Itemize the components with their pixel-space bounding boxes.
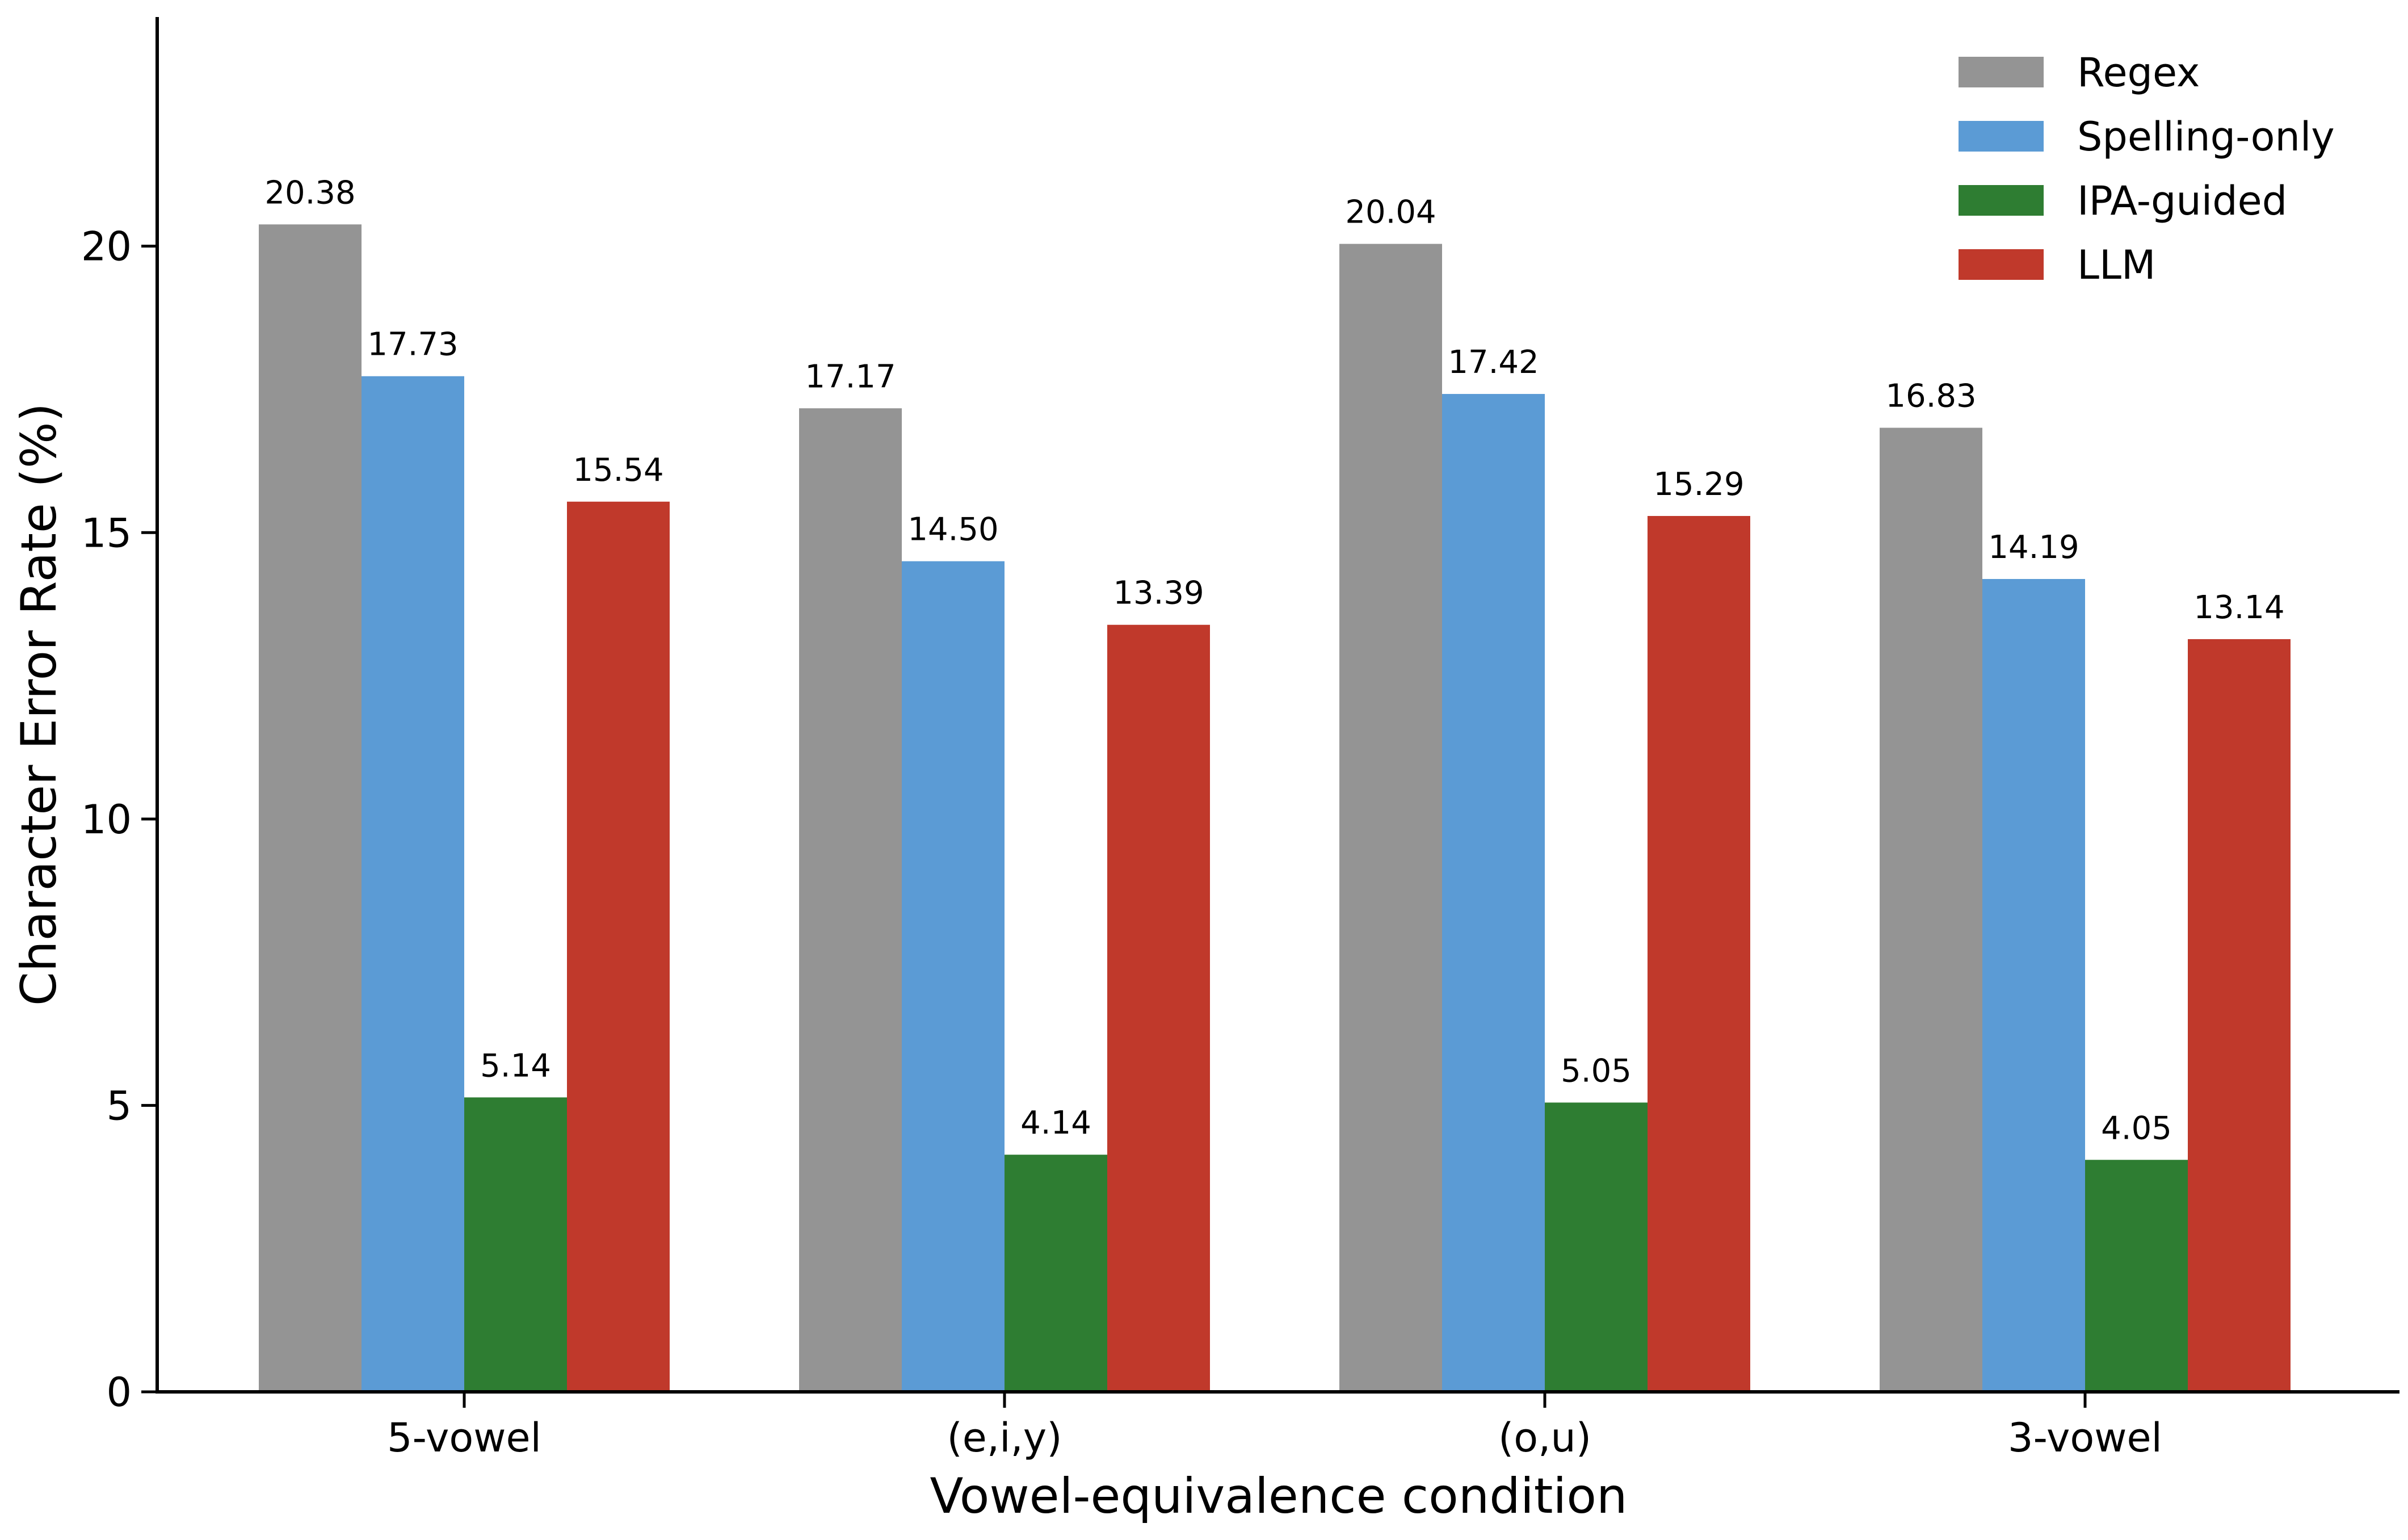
bar-ipa-guided-3-vowel — [2085, 1160, 2188, 1392]
data-label-spelling-only-o-u: 17.42 — [1448, 344, 1539, 381]
bar-spelling-only-e-i-y — [902, 561, 1005, 1392]
bar-ipa-guided-5-vowel — [464, 1097, 567, 1392]
x-tick-label-5-vowel: 5-vowel — [387, 1415, 541, 1461]
bar-llm-5-vowel — [567, 501, 670, 1392]
y-ticks-group: 0 5 10 15 20 — [81, 224, 157, 1416]
x-tick-label-e-i-y: (e,i,y) — [947, 1415, 1062, 1461]
bar-llm-o-u — [1648, 515, 1750, 1392]
data-label-spelling-only-3-vowel: 14.19 — [1988, 529, 2079, 566]
y-tick-label: 15 — [81, 510, 132, 556]
data-label-regex-e-i-y: 17.17 — [805, 358, 896, 395]
legend-label-ipa-guided: IPA-guided — [2077, 178, 2287, 224]
data-label-llm-e-i-y: 13.39 — [1113, 575, 1204, 612]
data-label-llm-3-vowel: 13.14 — [2193, 589, 2284, 626]
bar-llm-3-vowel — [2188, 639, 2291, 1392]
bars-group — [259, 224, 2291, 1392]
x-tick-label-3-vowel: 3-vowel — [2008, 1415, 2162, 1461]
data-label-ipa-guided-5-vowel: 5.14 — [480, 1047, 551, 1084]
y-tick-label: 10 — [81, 796, 132, 843]
data-label-regex-o-u: 20.04 — [1345, 194, 1436, 231]
bar-regex-3-vowel — [1880, 427, 1982, 1392]
y-tick-label: 5 — [106, 1082, 132, 1129]
legend-swatch-llm — [1959, 249, 2044, 280]
data-label-llm-5-vowel: 15.54 — [573, 452, 663, 489]
legend-label-spelling-only: Spelling-only — [2077, 114, 2335, 160]
legend-label-llm: LLM — [2077, 242, 2155, 288]
data-label-ipa-guided-3-vowel: 4.05 — [2101, 1110, 2172, 1147]
bar-spelling-only-o-u — [1442, 394, 1545, 1392]
data-label-spelling-only-e-i-y: 14.50 — [907, 511, 998, 548]
data-label-regex-3-vowel: 16.83 — [1885, 378, 1976, 415]
legend-swatch-ipa-guided — [1959, 185, 2044, 216]
legend-swatch-regex — [1959, 57, 2044, 87]
bar-ipa-guided-e-i-y — [1005, 1155, 1107, 1392]
bar-spelling-only-5-vowel — [362, 376, 464, 1392]
bar-regex-o-u — [1339, 244, 1442, 1392]
y-axis-title: Character Error Rate (%) — [11, 403, 68, 1006]
legend-swatch-spelling-only — [1959, 121, 2044, 152]
data-labels-group: 20.38 17.17 20.04 16.83 17.73 14.50 17.42 14.19… — [264, 174, 2284, 1147]
bar-ipa-guided-o-u — [1545, 1102, 1648, 1392]
bar-llm-e-i-y — [1107, 624, 1210, 1392]
x-tick-label-o-u: (o,u) — [1498, 1415, 1591, 1461]
legend-label-regex: Regex — [2077, 49, 2200, 96]
data-label-ipa-guided-e-i-y: 4.14 — [1020, 1105, 1091, 1142]
x-ticks-group: 5-vowel (e,i,y) (o,u) 3-vowel — [387, 1392, 2162, 1461]
y-tick-label: 0 — [106, 1369, 132, 1416]
bar-spelling-only-3-vowel — [1982, 578, 2085, 1392]
data-label-ipa-guided-o-u: 5.05 — [1561, 1052, 1632, 1089]
bar-regex-5-vowel — [259, 224, 362, 1392]
legend: Regex Spelling-only IPA-guided LLM — [1959, 49, 2335, 288]
bar-regex-e-i-y — [799, 408, 902, 1392]
data-label-regex-5-vowel: 20.38 — [264, 174, 355, 211]
y-tick-label: 20 — [81, 224, 132, 270]
x-axis-title: Vowel-equivalence condition — [930, 1468, 1628, 1525]
data-label-spelling-only-5-vowel: 17.73 — [367, 326, 458, 363]
data-label-llm-o-u: 15.29 — [1653, 466, 1744, 503]
